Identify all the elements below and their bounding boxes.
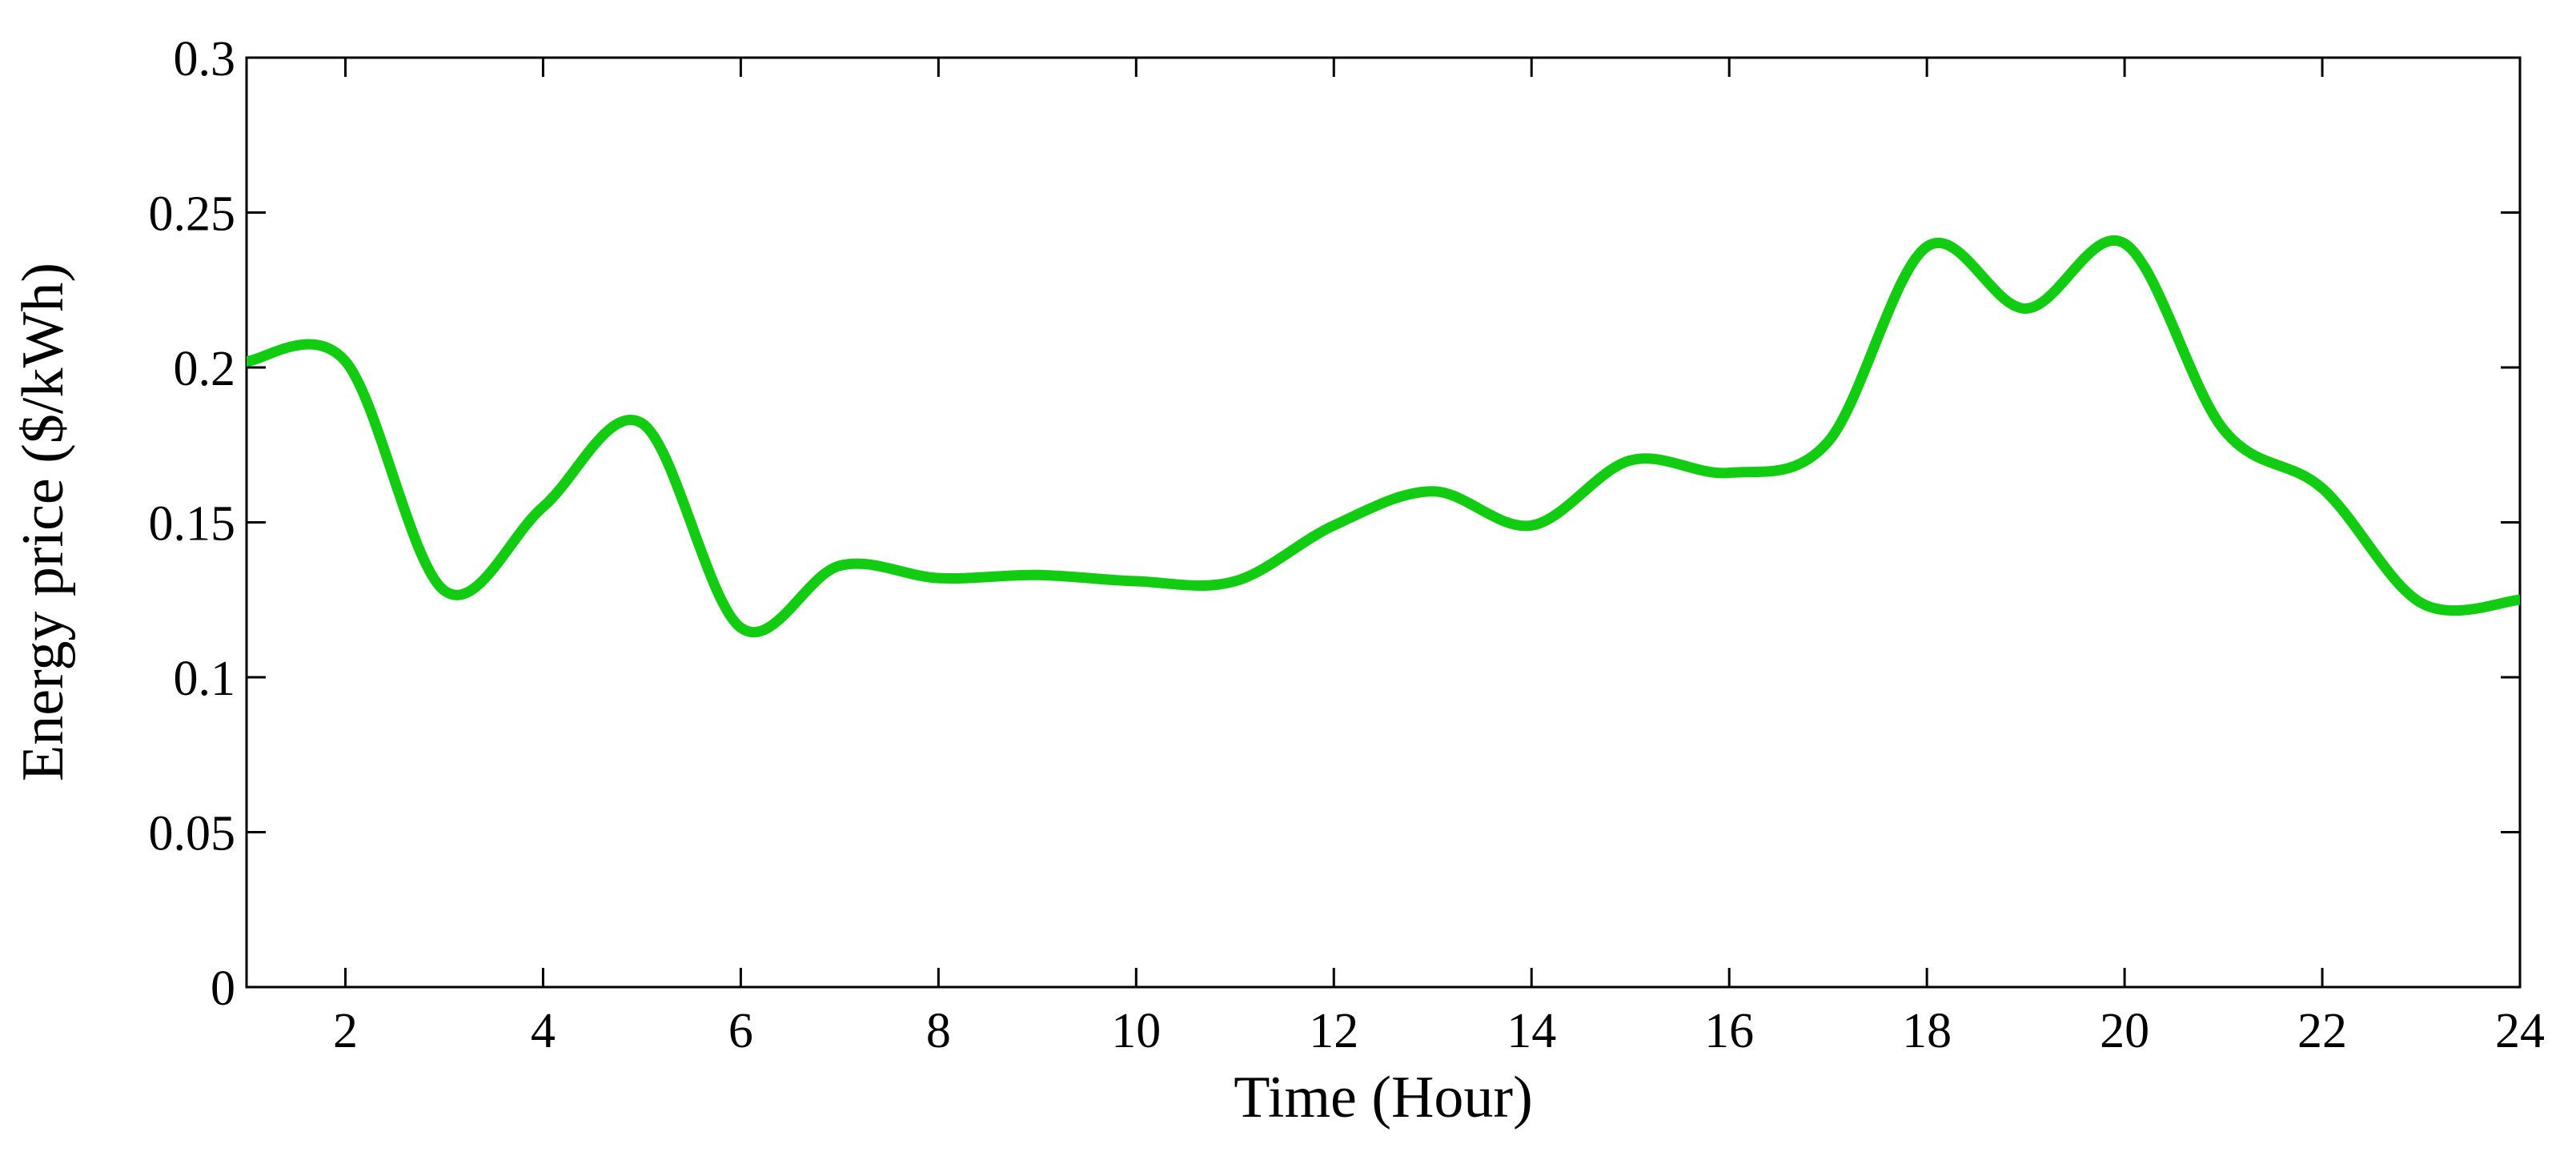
x-tick-label: 20 (2100, 1004, 2149, 1058)
y-tick-label: 0.2 (174, 342, 236, 396)
y-axis-title: Energy price ($/kWh) (10, 263, 76, 781)
y-tick-label: 0.25 (149, 187, 236, 242)
y-tick-label: 0 (211, 961, 235, 1016)
y-tick-label: 0.15 (149, 497, 236, 552)
plot-frame (245, 56, 2522, 989)
x-tick-label: 4 (531, 1004, 556, 1058)
x-tick-label: 18 (1902, 1004, 1952, 1058)
x-tick-label: 22 (2297, 1004, 2347, 1058)
x-tick-label: 8 (926, 1004, 951, 1058)
y-tick-label: 0.3 (174, 32, 236, 86)
x-tick-label: 6 (728, 1004, 753, 1058)
x-axis-title: Time (Hour) (1234, 1065, 1532, 1130)
y-tick-label: 0.05 (149, 807, 236, 861)
price-line (247, 235, 2520, 638)
x-tick-label: 14 (1507, 1004, 1556, 1058)
x-tick-label: 2 (333, 1004, 358, 1058)
y-tick-label: 0.1 (174, 652, 236, 706)
x-tick-label: 16 (1704, 1004, 1754, 1058)
x-tick-label: 10 (1111, 1004, 1161, 1058)
x-tick-label: 12 (1309, 1004, 1358, 1058)
x-tick-label: 24 (2495, 1004, 2545, 1058)
